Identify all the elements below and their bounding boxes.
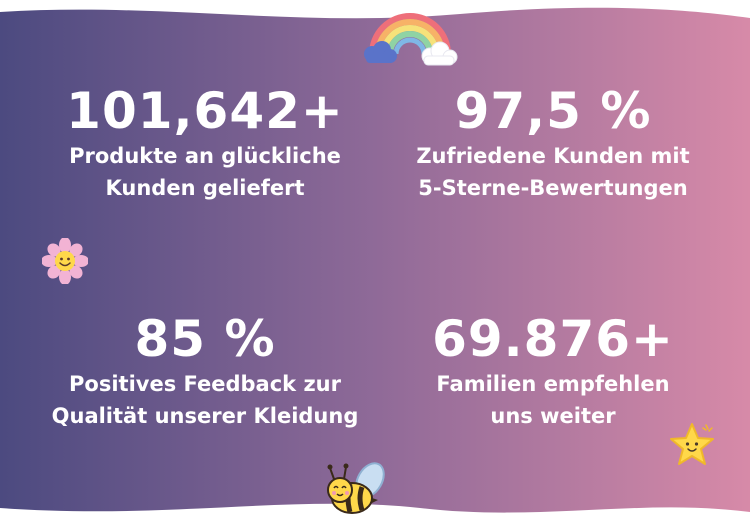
- stat-value: 69.876+: [432, 310, 674, 368]
- stat-label-line1: Positives Feedback zur: [69, 372, 341, 396]
- rainbow-icon: [364, 13, 458, 66]
- stat-satisfied-customers: 97,5 % Zufriedene Kunden mit 5-Sterne-Be…: [373, 82, 733, 204]
- stat-family-recommendations: 69.876+ Familien empfehlen uns weiter: [373, 310, 733, 432]
- stat-label-line2: 5-Sterne-Bewertungen: [418, 176, 688, 200]
- flower-icon: [42, 238, 88, 284]
- stat-label-line2: uns weiter: [490, 404, 616, 428]
- stat-positive-feedback: 85 % Positives Feedback zur Qualität uns…: [25, 310, 385, 432]
- stat-value: 101,642+: [66, 82, 344, 140]
- bee-icon: [327, 462, 385, 514]
- stat-label-line2: Kunden geliefert: [105, 176, 305, 200]
- star-icon: [670, 423, 714, 465]
- stat-label-line2: Qualität unserer Kleidung: [51, 404, 359, 428]
- stat-label-line1: Zufriedene Kunden mit: [416, 144, 690, 168]
- stat-delivered-products: 101,642+ Produkte an glückliche Kunden g…: [25, 82, 385, 204]
- stat-value: 97,5 %: [454, 82, 652, 140]
- stat-label-line1: Familien empfehlen: [436, 372, 670, 396]
- stat-value: 85 %: [134, 310, 276, 368]
- stat-label-line1: Produkte an glückliche: [69, 144, 341, 168]
